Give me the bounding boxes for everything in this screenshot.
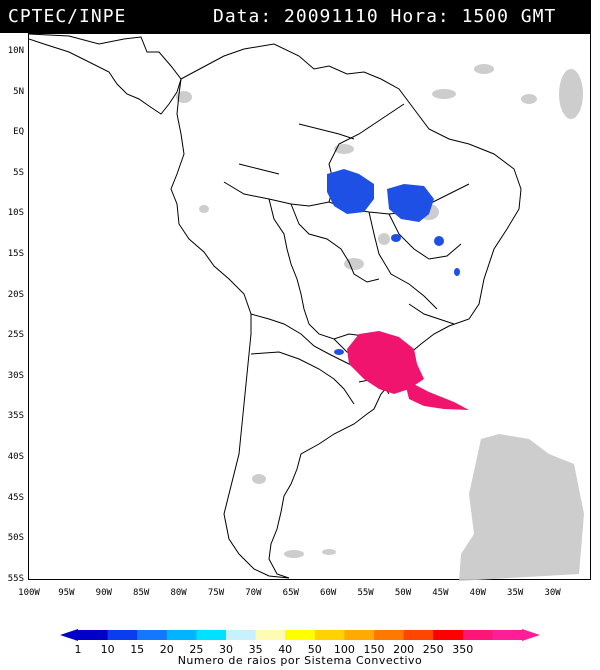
lat-label: 5S <box>13 167 24 178</box>
lat-label: 45S <box>7 492 24 503</box>
lon-label: 65W <box>282 588 299 598</box>
colorbar-tick-label: 25 <box>189 643 204 656</box>
colorbar-tick-label: 100 <box>333 643 355 656</box>
colorbar-swatch <box>196 630 227 640</box>
colorbar-tick-label: 200 <box>393 643 415 656</box>
map-frame <box>28 33 591 581</box>
colorbar-tick-label: 150 <box>363 643 385 656</box>
south-america-map <box>29 34 584 581</box>
lon-label: 70W <box>245 588 262 598</box>
lightning-low <box>327 169 460 355</box>
lat-label: 10S <box>7 208 24 219</box>
lon-label: 35W <box>507 588 524 598</box>
lon-label: 30W <box>544 588 561 598</box>
lon-label: 100W <box>18 588 40 598</box>
colorbar <box>60 629 540 641</box>
colorbar-tick-label: 20 <box>159 643 174 656</box>
lat-label: EQ <box>13 127 24 138</box>
colorbar-swatch <box>433 630 464 640</box>
colorbar-tick-label: 1 <box>74 643 82 656</box>
colorbar-swatch <box>226 630 257 640</box>
colorbar-swatch <box>403 630 434 640</box>
colorbar-swatch <box>137 630 168 640</box>
colorbar-tick-label: 40 <box>278 643 293 656</box>
colorbar-min-arrow <box>60 629 78 641</box>
colorbar-swatch <box>78 630 109 640</box>
lon-label: 75W <box>207 588 225 598</box>
cloud-imagery <box>176 64 584 581</box>
lon-label: 90W <box>95 588 112 598</box>
colorbar-swatch <box>492 630 523 640</box>
colorbar-swatch <box>314 630 345 640</box>
colorbar-tick-label: 30 <box>219 643 233 656</box>
colorbar-max-arrow <box>522 629 540 641</box>
lon-label: 60W <box>320 588 337 598</box>
lat-label: 20S <box>7 289 24 300</box>
colorbar-swatch <box>166 630 197 640</box>
lat-label: 50S <box>7 533 24 544</box>
lat-label: 55S <box>7 573 24 584</box>
colorbar-swatch <box>107 630 138 640</box>
coastline <box>29 34 522 579</box>
lat-label: 30S <box>7 370 24 381</box>
map-header: CPTEC/INPE Data: 20091110 Hora: 1500 GMT <box>0 0 591 33</box>
lon-label: 45W <box>432 588 449 598</box>
colorbar-tick-label: 15 <box>130 643 145 656</box>
lat-label: 35S <box>7 411 24 422</box>
colorbar-swatch <box>344 630 375 640</box>
lat-label: 40S <box>7 452 24 462</box>
lon-label: 40W <box>469 588 486 598</box>
lat-label: 5N <box>13 86 24 97</box>
colorbar-tick-label: 50 <box>307 643 322 656</box>
legend-caption: Numero de raios por Sistema Convectivo <box>177 654 423 667</box>
lon-label: 80W <box>170 588 187 598</box>
colorbar-tick-label: 250 <box>422 643 444 656</box>
datetime-label: Data: 20091110 Hora: 1500 GMT <box>213 6 557 27</box>
lon-label: 55W <box>357 588 374 598</box>
colorbar-swatch <box>462 630 493 640</box>
colorbar-tick-label: 350 <box>452 643 474 656</box>
lon-label: 50W <box>394 588 412 598</box>
colorbar-swatch <box>374 630 405 640</box>
colorbar-tick-label: 10 <box>100 643 115 656</box>
lat-label: 25S <box>7 330 24 341</box>
lat-label: 10N <box>7 46 24 56</box>
lon-label: 95W <box>58 588 75 598</box>
colorbar-tick-label: 35 <box>248 643 263 656</box>
source-label: CPTEC/INPE <box>8 6 127 27</box>
colorbar-swatch <box>255 630 286 640</box>
lat-label: 15S <box>7 249 24 259</box>
lightning-high <box>347 331 469 410</box>
colorbar-swatch <box>285 630 316 640</box>
lon-label: 85W <box>133 588 150 598</box>
